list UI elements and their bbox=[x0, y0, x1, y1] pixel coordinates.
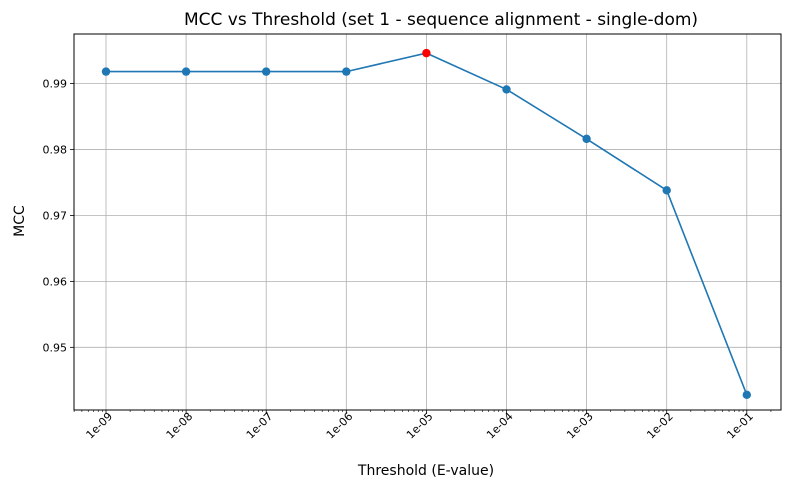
x-axis: 1e-09 1e-08 1e-07 1e-06 1e-05 1e-04 1e-03 1e-02… bbox=[73, 410, 772, 442]
x-tick-label: 1e-04 bbox=[484, 410, 516, 442]
grid-lines bbox=[74, 34, 781, 410]
best-threshold-point bbox=[422, 48, 431, 58]
plot-frame bbox=[73, 33, 782, 411]
x-tick-label: 1e-01 bbox=[724, 410, 756, 442]
data-point bbox=[262, 67, 271, 76]
y-axis-title: MCC bbox=[12, 205, 28, 237]
x-tick-label: 1e-02 bbox=[644, 410, 676, 442]
y-tick-label: 0.98 bbox=[43, 143, 68, 156]
x-tick-label: 1e-03 bbox=[564, 410, 596, 442]
data-point bbox=[181, 67, 191, 76]
y-tick-label: 0.95 bbox=[43, 341, 68, 354]
data-point bbox=[101, 67, 111, 76]
x-tick-label: 1e-09 bbox=[84, 410, 116, 442]
y-axis: 0.95 0.96 0.97 0.98 0.99 bbox=[43, 77, 74, 354]
data-point bbox=[502, 85, 511, 94]
data-point bbox=[582, 134, 591, 144]
data-point bbox=[342, 67, 351, 76]
y-tick-label: 0.99 bbox=[43, 77, 68, 90]
series-layer bbox=[101, 48, 751, 400]
data-point bbox=[662, 186, 671, 195]
y-tick-label: 0.96 bbox=[43, 275, 68, 288]
x-tick-label: 1e-05 bbox=[404, 410, 436, 442]
x-tick-label: 1e-06 bbox=[324, 410, 356, 442]
data-point bbox=[742, 390, 751, 400]
x-axis-title: Threshold (E-value) bbox=[357, 463, 494, 479]
chart-title: MCC vs Threshold (set 1 - sequence align… bbox=[184, 10, 698, 30]
x-tick-label: 1e-08 bbox=[164, 410, 196, 442]
y-tick-label: 0.97 bbox=[43, 209, 68, 222]
x-tick-label: 1e-07 bbox=[244, 410, 276, 442]
